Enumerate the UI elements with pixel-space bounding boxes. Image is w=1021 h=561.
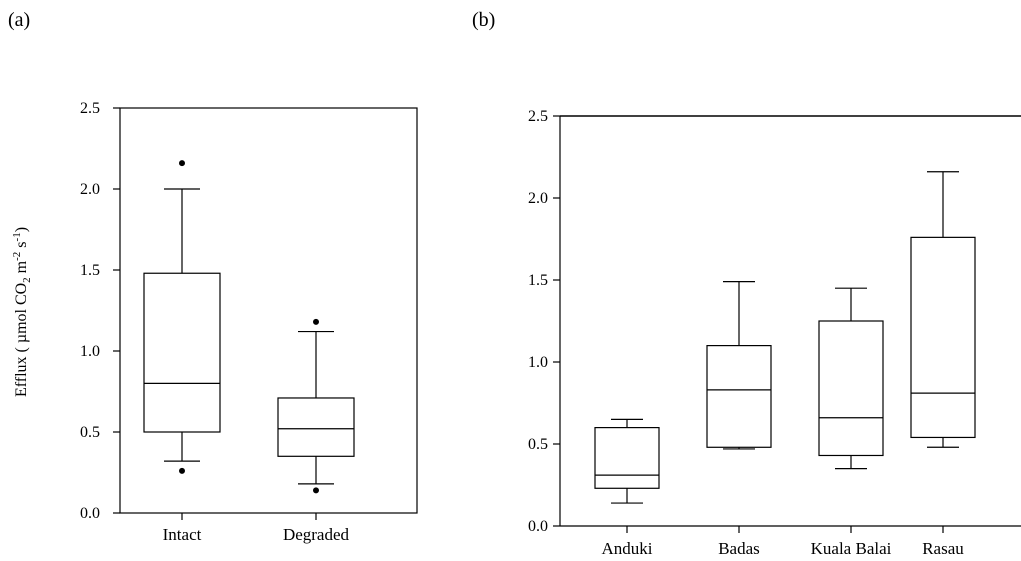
iqr-box-anduki <box>594 427 660 489</box>
y-tick-label-a-0-5: 0.5 <box>80 424 100 441</box>
panel-a-label: (a) <box>8 9 30 31</box>
y-tick-label-a-2-0: 2.0 <box>80 181 100 198</box>
outlier-point-intact-1 <box>179 160 185 167</box>
y-tick-label-b-2-5: 2.5 <box>528 108 548 125</box>
panel-b-sites: (b) 0.0 0.5 1.0 1.5 2.0 2.5 Anduki Badas Kuala … <box>472 9 1021 558</box>
boxes-b <box>594 171 976 504</box>
category-label-rasau: Rasau <box>922 539 964 558</box>
iqr-box-rasau <box>910 236 976 439</box>
boxes-a <box>143 160 355 494</box>
category-label-intact: Intact <box>163 525 202 544</box>
category-label-anduki: Anduki <box>602 539 653 558</box>
y-tick-label-b-2-0: 2.0 <box>528 190 548 207</box>
y-tick-label-a-2-5: 2.5 <box>80 100 100 117</box>
y-axis-title: Efflux ( µmol CO2 m-2 s-1) <box>11 227 33 397</box>
category-label-badas: Badas <box>718 539 760 558</box>
box-anduki <box>594 418 660 504</box>
y-tick-label-b-1-0: 1.0 <box>528 354 548 371</box>
plot-frame-a <box>119 107 418 514</box>
iqr-box-intact <box>143 272 221 433</box>
y-tick-label-a-1-5: 1.5 <box>80 262 100 279</box>
panel-b-label: (b) <box>472 9 495 31</box>
iqr-box-kuala-balai <box>818 320 884 457</box>
outlier-point-degraded-0 <box>313 487 319 494</box>
x-axis-a: Intact Degraded <box>163 513 350 544</box>
panel-a-intact-vs-degraded: (a) Efflux ( µmol CO2 m-2 s-1) 0.0 0.5 1.0… <box>8 9 418 544</box>
box-kuala-balai <box>818 287 884 470</box>
y-tick-label-a-1-0: 1.0 <box>80 343 100 360</box>
box-rasau <box>910 171 976 448</box>
category-label-degraded: Degraded <box>283 525 350 544</box>
category-label-kuala-balai: Kuala Balai <box>811 539 892 558</box>
y-axis-b: 0.0 0.5 1.0 1.5 2.0 2.5 <box>528 108 560 535</box>
box-badas <box>706 281 772 450</box>
box-intact <box>143 160 221 474</box>
y-axis-a: 0.0 0.5 1.0 1.5 2.0 2.5 <box>80 100 120 522</box>
iqr-box-badas <box>706 345 772 448</box>
outlier-point-intact-0 <box>179 467 185 474</box>
y-tick-label-a-0-0: 0.0 <box>80 505 100 522</box>
iqr-box-degraded <box>277 397 355 457</box>
x-axis-b: Anduki Badas Kuala Balai Rasau <box>602 526 964 558</box>
y-tick-label-b-0-0: 0.0 <box>528 518 548 535</box>
y-tick-label-b-1-5: 1.5 <box>528 272 548 289</box>
outlier-point-degraded-1 <box>313 318 319 325</box>
y-tick-label-b-0-5: 0.5 <box>528 436 548 453</box>
box-degraded <box>277 318 355 494</box>
